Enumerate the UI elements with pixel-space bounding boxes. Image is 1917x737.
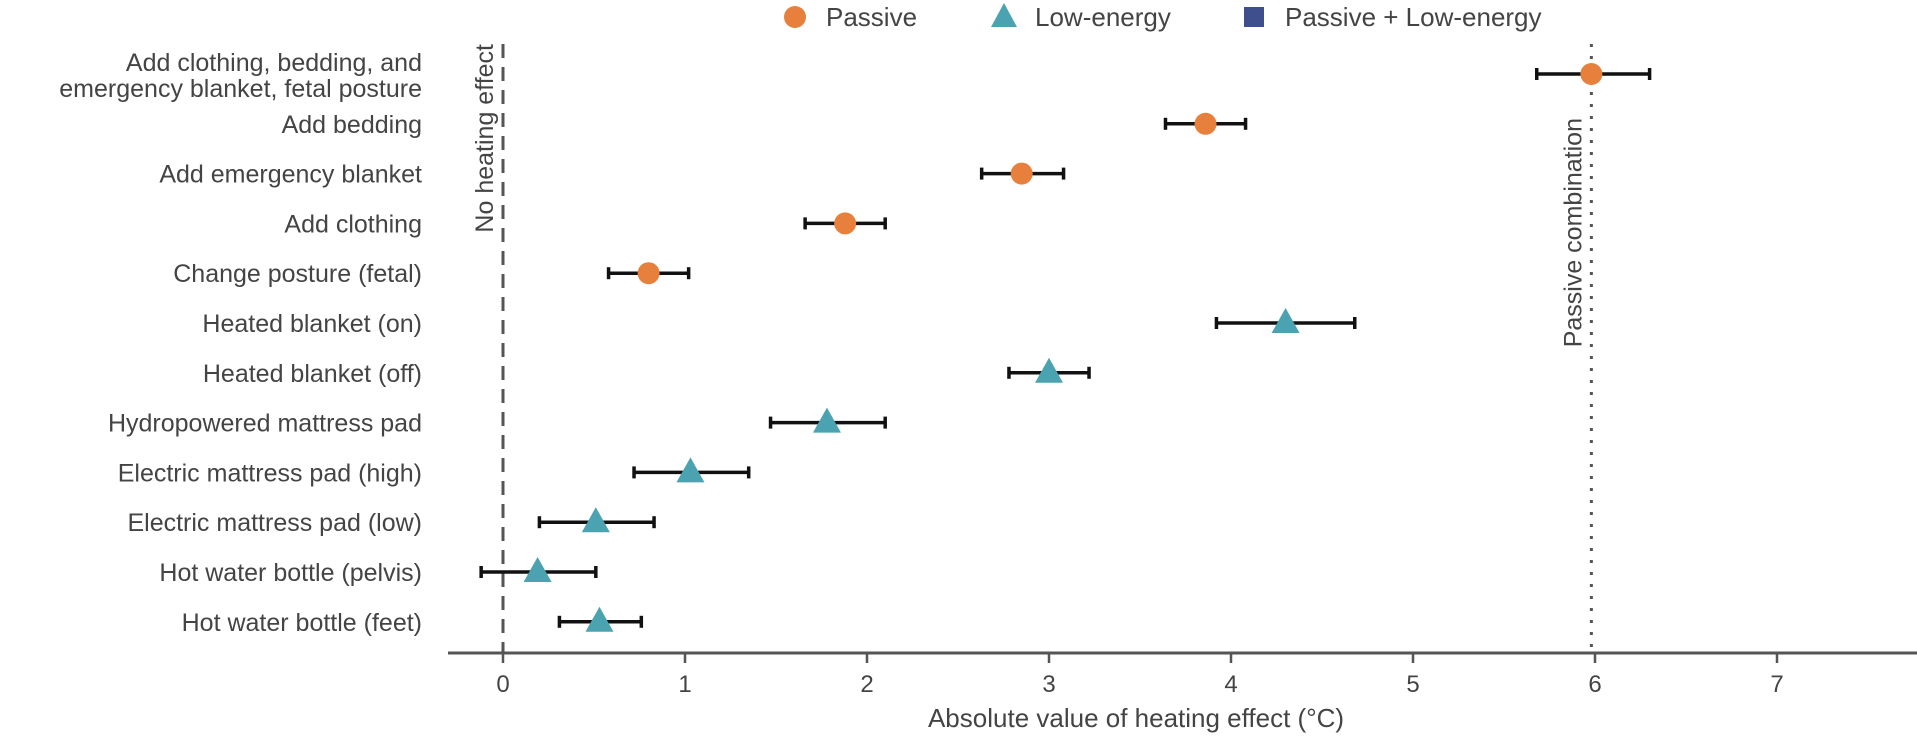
x-tick-label: 5	[1406, 671, 1419, 698]
data-point-triangle	[585, 606, 614, 632]
legend-square-marker	[1244, 7, 1264, 27]
data-point-triangle	[1035, 357, 1063, 383]
legend: Passive Low-energy Passive + Low-energy	[784, 2, 1542, 32]
category-label: Heated blanket (off)	[203, 360, 422, 388]
reference-line: No heating effect	[471, 44, 505, 653]
legend-label: Passive + Low-energy	[1285, 2, 1542, 32]
x-tick-label: 6	[1588, 671, 1601, 698]
error-bars	[479, 68, 1652, 628]
legend-item-square: Passive + Low-energy	[1244, 2, 1542, 32]
reference-line: Passive combination	[1559, 44, 1593, 653]
x-tick-label: 0	[496, 671, 509, 698]
x-tick-label: 7	[1770, 671, 1783, 698]
x-tick-label: 2	[860, 671, 873, 698]
data-point-triangle	[812, 407, 841, 433]
x-axis: 0 1 2 3 4 5 6 7	[448, 651, 1917, 698]
category-labels: Add clothing, bedding, and emergency blan…	[59, 49, 422, 637]
data-point-circle	[1010, 162, 1033, 185]
x-axis-title: Absolute value of heating effect (°C)	[928, 703, 1344, 733]
category-label: Hydropowered mattress pad	[108, 410, 422, 438]
category-label: Add emergency blanket	[159, 161, 422, 189]
category-label: Heated blanket (on)	[202, 310, 422, 338]
data-point-triangle	[581, 507, 610, 533]
data-point-triangle	[1271, 308, 1300, 333]
data-point-triangle	[676, 457, 705, 483]
x-tick-label: 3	[1042, 671, 1055, 698]
category-label: Hot water bottle (pelvis)	[159, 559, 422, 587]
data-point-circle	[1580, 63, 1603, 85]
x-tick-label: 4	[1224, 671, 1237, 698]
data-point-triangle	[523, 557, 552, 582]
legend-circle-marker	[784, 6, 806, 28]
category-label: Change posture (fetal)	[173, 260, 422, 288]
legend-item-triangle: Low-energy	[991, 2, 1171, 32]
category-label: Electric mattress pad (high)	[118, 459, 422, 487]
legend-triangle-marker	[991, 3, 1017, 27]
reference-line-label: No heating effect	[471, 44, 499, 233]
data-point-circle	[637, 262, 660, 285]
x-tick-label: 1	[678, 671, 691, 698]
legend-item-circle: Passive	[784, 2, 917, 32]
reference-lines: No heating effect Passive combination	[471, 44, 1593, 653]
data-markers	[523, 63, 1603, 632]
legend-label: Low-energy	[1035, 2, 1171, 32]
category-label: Electric mattress pad (low)	[127, 509, 422, 537]
data-point-circle	[834, 212, 857, 235]
category-label: Add clothing, bedding, and emergency blan…	[59, 49, 422, 103]
reference-line-label: Passive combination	[1559, 118, 1587, 347]
data-point-circle	[1194, 112, 1217, 135]
category-label: Add bedding	[282, 111, 422, 139]
legend-label: Passive	[826, 2, 917, 32]
category-label: Hot water bottle (feet)	[182, 609, 422, 637]
category-label: Add clothing	[284, 210, 422, 238]
